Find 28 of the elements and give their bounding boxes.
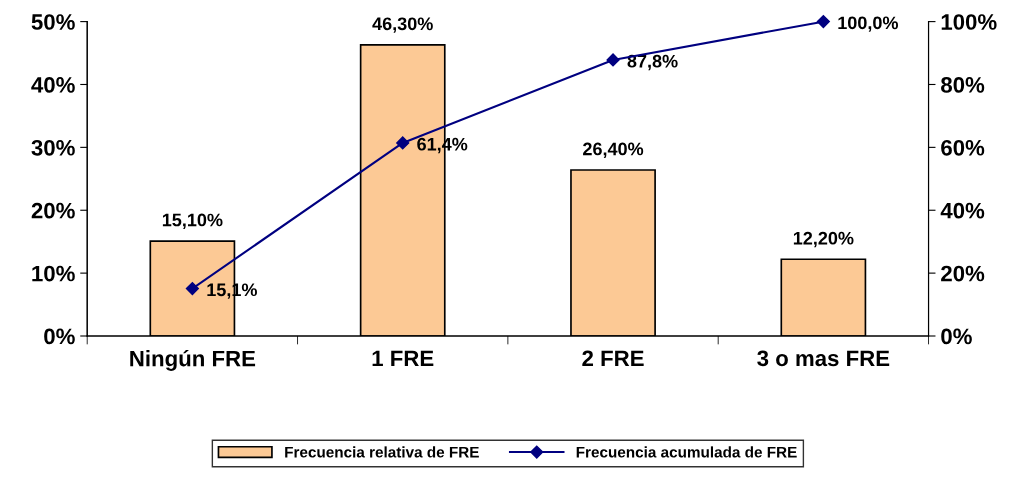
data-label: 26,40% bbox=[583, 142, 644, 158]
y2-tick-label: 60% bbox=[941, 139, 985, 156]
x-tick-label: 3 o mas FRE bbox=[757, 350, 890, 367]
y-tick-label: 30% bbox=[31, 139, 75, 156]
point bbox=[606, 53, 620, 67]
legend-label: Frecuencia acumulada de FRE bbox=[576, 446, 797, 458]
point bbox=[816, 15, 830, 29]
y-tick-label: 0% bbox=[44, 328, 75, 345]
y2-tick-label: 100% bbox=[941, 14, 997, 30]
y2-tick-label: 80% bbox=[941, 77, 985, 93]
x-tick-label: Ningún FRE bbox=[130, 349, 256, 371]
x-tick-label: 2 FRE bbox=[582, 350, 644, 366]
data-label: 87,8% bbox=[627, 54, 678, 71]
data-label: 46,30% bbox=[372, 17, 433, 33]
y-tick-label: 20% bbox=[31, 202, 75, 219]
x-tick-label: 1 FRE bbox=[372, 350, 434, 366]
point bbox=[396, 136, 410, 150]
legend-label: Frecuencia relativa de FRE bbox=[285, 446, 479, 458]
data-label: 100,0% bbox=[838, 16, 899, 32]
y2-tick-label: 0% bbox=[941, 328, 972, 345]
y-tick-label: 40% bbox=[31, 77, 75, 93]
point bbox=[185, 281, 199, 296]
data-label: 12,20% bbox=[793, 231, 854, 248]
y2-tick-label: 40% bbox=[940, 202, 985, 219]
data-label: 15,10% bbox=[162, 213, 223, 229]
y-tick-label: 50% bbox=[31, 14, 75, 30]
y-tick-label: 10% bbox=[32, 265, 75, 282]
y2-tick-label: 20% bbox=[941, 265, 985, 282]
